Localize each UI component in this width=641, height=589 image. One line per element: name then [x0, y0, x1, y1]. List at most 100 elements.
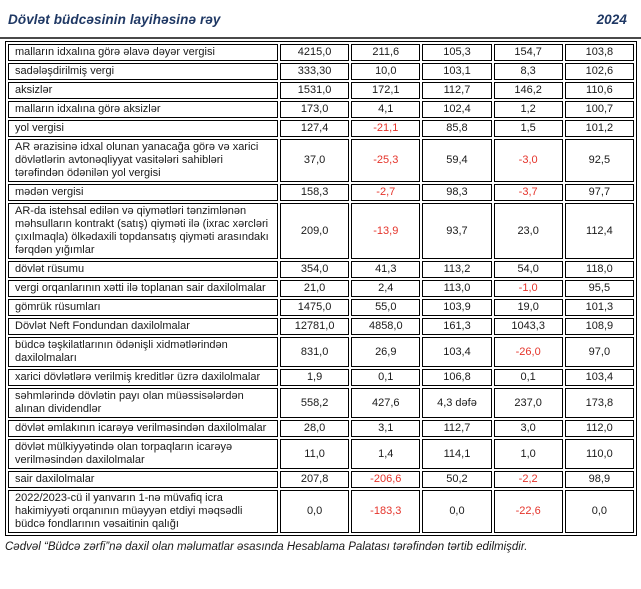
value-cell: 110,0 [564, 439, 634, 469]
table-row: 2022/2023-cü il yanvarın 1-nə müvafiq ic… [8, 490, 634, 533]
value-cell: 103,4 [422, 337, 492, 367]
value-cell: 1043,3 [493, 318, 563, 335]
value-cell: -22,6 [493, 490, 563, 533]
row-label: büdcə təşkilatlarının ödənişli xidmətlər… [8, 337, 278, 367]
value-cell: 10,0 [351, 63, 421, 80]
budget-table: malların idxalına görə əlavə dəyər vergi… [5, 41, 637, 536]
value-cell: 103,4 [564, 369, 634, 386]
value-cell: -13,9 [351, 203, 421, 259]
value-cell: -3,0 [493, 139, 563, 182]
table-row: dövlət mülkiyyətində olan torpaqların ic… [8, 439, 634, 469]
value-cell: 1,0 [493, 439, 563, 469]
row-label: Dövlət Neft Fondundan daxilolmalar [8, 318, 278, 335]
value-cell: 0,1 [351, 369, 421, 386]
value-cell: 85,8 [422, 120, 492, 137]
table-row: AR ərazisinə idxal olunan yanacağa görə … [8, 139, 634, 182]
value-cell: -2,7 [351, 184, 421, 201]
value-cell: 1,5 [493, 120, 563, 137]
value-cell: 207,8 [280, 471, 350, 488]
value-cell: 97,0 [564, 337, 634, 367]
value-cell: 4,1 [351, 101, 421, 118]
table-row: malların idxalına görə aksizlər 173,0 4,1 1… [8, 101, 634, 118]
value-cell: 4858,0 [351, 318, 421, 335]
value-cell: 172,1 [351, 82, 421, 99]
budget-table-body: malların idxalına görə əlavə dəyər vergi… [8, 44, 634, 533]
row-label: malların idxalına görə əlavə dəyər vergi… [8, 44, 278, 61]
value-cell: 4215,0 [280, 44, 350, 61]
value-cell: 3,0 [493, 420, 563, 437]
table-row: gömrük rüsumları 1475,0 55,0 103,9 19,0 101,3 [8, 299, 634, 316]
value-cell: 237,0 [493, 388, 563, 418]
value-cell: 1475,0 [280, 299, 350, 316]
table-row: dövlət əmlakının icarəyə verilməsindən d… [8, 420, 634, 437]
document-header: Dövlət büdcəsinin layihəsinə rəy 2024 [0, 0, 641, 27]
row-label: sair daxilolmalar [8, 471, 278, 488]
value-cell: 831,0 [280, 337, 350, 367]
row-label: dövlət mülkiyyətində olan torpaqların ic… [8, 439, 278, 469]
value-cell: -183,3 [351, 490, 421, 533]
row-label: AR ərazisinə idxal olunan yanacağa görə … [8, 139, 278, 182]
table-row: xarici dövlətlərə verilmiş kreditlər üzr… [8, 369, 634, 386]
value-cell: 93,7 [422, 203, 492, 259]
value-cell: 558,2 [280, 388, 350, 418]
value-cell: 158,3 [280, 184, 350, 201]
value-cell: 101,3 [564, 299, 634, 316]
value-cell: 98,3 [422, 184, 492, 201]
value-cell: 98,9 [564, 471, 634, 488]
row-label: xarici dövlətlərə verilmiş kreditlər üzr… [8, 369, 278, 386]
page-title: Dövlət büdcəsinin layihəsinə rəy [8, 12, 221, 27]
table-row: mədən vergisi 158,3 -2,7 98,3 -3,7 97,7 [8, 184, 634, 201]
row-label: vergi orqanlarının xətti ilə toplanan sa… [8, 280, 278, 297]
row-label: AR-da istehsal edilən və qiymətləri tənz… [8, 203, 278, 259]
value-cell: 11,0 [280, 439, 350, 469]
row-label: dövlət rüsumu [8, 261, 278, 278]
row-label: malların idxalına görə aksizlər [8, 101, 278, 118]
value-cell: 103,8 [564, 44, 634, 61]
value-cell: 102,6 [564, 63, 634, 80]
row-label: yol vergisi [8, 120, 278, 137]
value-cell: 8,3 [493, 63, 563, 80]
table-row: AR-da istehsal edilən və qiymətləri tənz… [8, 203, 634, 259]
row-label: səhmlərində dövlətin payı olan müəssisəl… [8, 388, 278, 418]
row-label: aksizlər [8, 82, 278, 99]
value-cell: 103,1 [422, 63, 492, 80]
table-row: büdcə təşkilatlarının ödənişli xidmətlər… [8, 337, 634, 367]
value-cell: 112,7 [422, 420, 492, 437]
value-cell: 0,0 [564, 490, 634, 533]
value-cell: 146,2 [493, 82, 563, 99]
table-row: səhmlərində dövlətin payı olan müəssisəl… [8, 388, 634, 418]
table-row: malların idxalına görə əlavə dəyər vergi… [8, 44, 634, 61]
value-cell: 211,6 [351, 44, 421, 61]
value-cell: 354,0 [280, 261, 350, 278]
value-cell: 1,9 [280, 369, 350, 386]
value-cell: 105,3 [422, 44, 492, 61]
value-cell: 28,0 [280, 420, 350, 437]
table-row: sair daxilolmalar 207,8 -206,6 50,2 -2,2 98,9 [8, 471, 634, 488]
table-row: sadələşdirilmiş vergi 333,30 10,0 103,1 8,3 1… [8, 63, 634, 80]
value-cell: 113,2 [422, 261, 492, 278]
value-cell: 1,2 [493, 101, 563, 118]
value-cell: 112,4 [564, 203, 634, 259]
value-cell: -1,0 [493, 280, 563, 297]
value-cell: 154,7 [493, 44, 563, 61]
value-cell: 2,4 [351, 280, 421, 297]
value-cell: 333,30 [280, 63, 350, 80]
value-cell: 92,5 [564, 139, 634, 182]
value-cell: 173,0 [280, 101, 350, 118]
table-row: Dövlət Neft Fondundan daxilolmalar 12781,… [8, 318, 634, 335]
table-row: vergi orqanlarının xətti ilə toplanan sa… [8, 280, 634, 297]
value-cell: 54,0 [493, 261, 563, 278]
value-cell: 112,0 [564, 420, 634, 437]
value-cell: -3,7 [493, 184, 563, 201]
value-cell: -2,2 [493, 471, 563, 488]
value-cell: 1,4 [351, 439, 421, 469]
value-cell: 106,8 [422, 369, 492, 386]
value-cell: 1531,0 [280, 82, 350, 99]
value-cell: 3,1 [351, 420, 421, 437]
value-cell: 19,0 [493, 299, 563, 316]
value-cell: -25,3 [351, 139, 421, 182]
value-cell: 209,0 [280, 203, 350, 259]
row-label: gömrük rüsumları [8, 299, 278, 316]
value-cell: 59,4 [422, 139, 492, 182]
